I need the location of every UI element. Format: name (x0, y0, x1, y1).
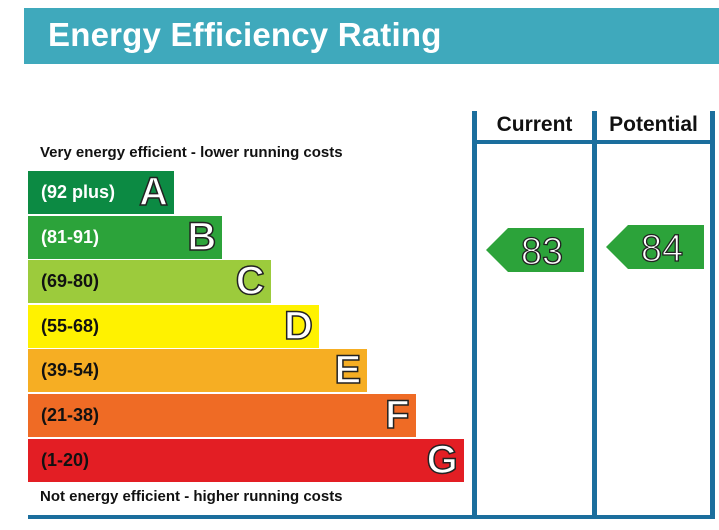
bottom-note: Not energy efficient - higher running co… (40, 488, 343, 505)
bottom-rule (28, 515, 715, 519)
band-range-label: (39-54) (41, 360, 100, 381)
rating-band-c: (69-80) C (28, 259, 271, 304)
header-banner (24, 8, 719, 64)
rating-band-e: (39-54) E (28, 348, 368, 393)
current-rating-arrow: 83 (486, 228, 584, 274)
band-letter: A (138, 170, 168, 215)
band-letter: D (283, 303, 313, 349)
rating-band-f: (21-38) F (28, 393, 416, 438)
current-rating-value: 83 (521, 231, 563, 273)
band-range-label: (1-20) (41, 449, 90, 470)
band-range-label: (69-80) (41, 271, 100, 292)
band-letter: G (426, 437, 459, 482)
top-note: Very energy efficient - lower running co… (40, 144, 343, 161)
column-header-current: Current (496, 113, 573, 136)
divider-middle (592, 111, 597, 518)
rating-band-g: (1-20) G (28, 437, 464, 482)
band-range-label: (55-68) (41, 315, 100, 336)
rating-band-b: (81-91) B (28, 214, 223, 259)
column-header-potential: Potential (609, 113, 698, 136)
divider-right (710, 111, 715, 518)
band-letter: E (334, 348, 362, 393)
band-range-label: (92 plus) (41, 182, 116, 202)
band-letter: B (187, 214, 217, 259)
band-letter: F (384, 393, 410, 438)
rating-band-d: (55-68) D (28, 303, 319, 349)
current-arrow-shape (486, 228, 584, 272)
band-range-label: (21-38) (41, 405, 100, 425)
potential-rating-arrow: 84 (606, 225, 704, 271)
rating-band-a: (92 plus) A (28, 170, 174, 215)
potential-rating-value: 84 (641, 228, 683, 270)
page-title: Energy Efficiency Rating (48, 16, 442, 53)
potential-arrow-shape (606, 225, 704, 269)
band-range-label: (81-91) (41, 226, 100, 247)
band-letter: C (235, 259, 265, 304)
header-underline (472, 140, 715, 144)
divider-left (472, 111, 477, 518)
